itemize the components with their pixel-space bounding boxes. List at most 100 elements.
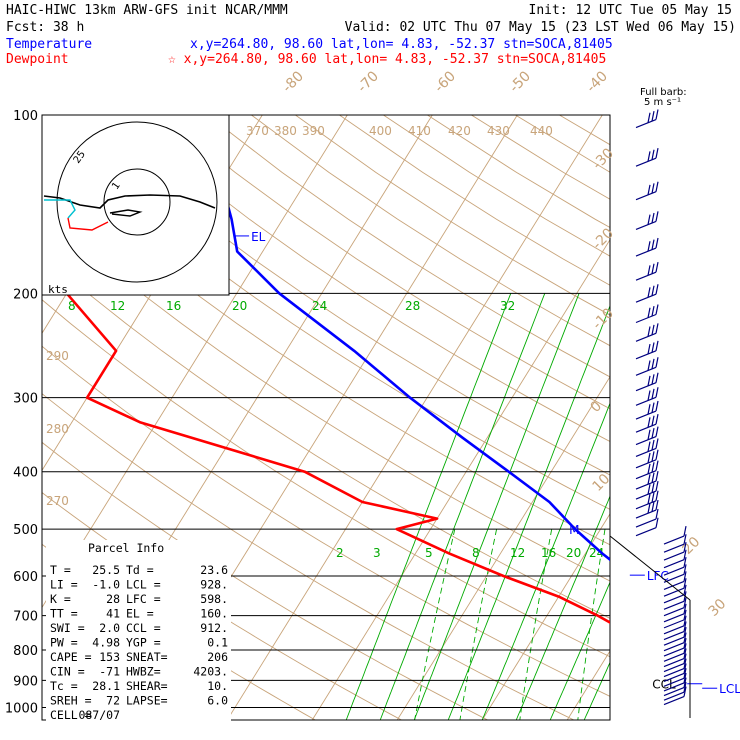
parcel-info-cell: T = (50, 563, 71, 577)
parcel-info-cell: Tc = (50, 679, 78, 693)
wind-barb (663, 648, 687, 668)
forecast-hour: Fcst: 38 h (6, 20, 84, 35)
mixing-ratio-label: 3 (373, 546, 381, 560)
dry-adiabat-line (42, 209, 610, 582)
moist-adiabat-line (345, 293, 512, 720)
mixing-ratio-label: 12 (110, 299, 125, 313)
parcel-info-cell: -71 (99, 665, 120, 679)
wind-barb (663, 615, 687, 635)
wind-barb (663, 663, 687, 683)
parcel-info-title: Parcel Info (88, 541, 164, 555)
parcel-info-cell: LCL = (126, 578, 161, 592)
wind-barb (635, 372, 659, 392)
parcel-info-cell: 2.0 (99, 621, 120, 635)
mixing-ratio-line (699, 529, 716, 720)
isotherm-label: -70 (355, 68, 382, 95)
wind-barb (663, 621, 687, 641)
parcel-info-cell: -1.0 (92, 578, 120, 592)
isotherm-line (652, 115, 740, 720)
parcel-info-cell: 41 (106, 607, 120, 621)
moist-adiabat-line (515, 495, 610, 720)
wind-barb (635, 323, 659, 342)
wind-barb (663, 658, 687, 678)
wind-barb (635, 517, 659, 537)
wind-barb (635, 109, 659, 129)
moist-adiabat-line (686, 293, 740, 720)
temperature-profile (193, 115, 610, 562)
parcel-info-cell: SWI = (50, 621, 85, 635)
hodograph-trace-red (67, 217, 109, 231)
wind-barb (663, 541, 687, 561)
pressure-label: 800 (13, 644, 38, 659)
wind-barb (635, 284, 659, 303)
annotation-el: EL (251, 230, 266, 244)
theta-label: 420 (448, 124, 471, 138)
model-title: HAIC-HIWC 13km ARW-GFS init NCAR/MMM (6, 3, 288, 18)
parcel-info-cell: TT = (50, 607, 78, 621)
parcel-info-cell: 10. (207, 679, 228, 693)
wind-barb (635, 481, 659, 500)
mixing-ratio-label: 16 (166, 299, 181, 313)
dry-adiabat-line (42, 166, 610, 546)
mixing-ratio-label: 28 (405, 299, 420, 313)
moist-adiabat-line (583, 661, 610, 720)
mixing-ratio-line (630, 529, 653, 720)
isotherm-label: 0 (588, 398, 606, 416)
parcel-info-cell: SNEAT= (126, 650, 168, 664)
mixing-ratio-label: 24 (589, 546, 604, 560)
parcel-info-cell: SREH = (50, 694, 92, 708)
parcel-info-cell: LAPSE= (126, 694, 168, 708)
isotherm-label: -10 (590, 305, 617, 332)
mixing-ratio-line (459, 529, 498, 720)
wind-barb (635, 508, 659, 528)
isotherm-label: -20 (590, 225, 617, 252)
parcel-info-cell: SHEAR= (126, 679, 168, 693)
legend-dewpoint: Dewpoint (6, 52, 69, 67)
pressure-label: 700 (13, 610, 38, 625)
wind-barb (663, 682, 687, 701)
mixing-ratio-label: 32 (500, 299, 515, 313)
background-grid (42, 115, 740, 720)
mixing-ratio-label: 24 (312, 299, 327, 313)
wind-barb (663, 549, 687, 569)
wind-barb (663, 525, 687, 545)
isotherm-line (42, 115, 348, 609)
pressure-label: 600 (13, 570, 38, 585)
wind-barb (663, 643, 687, 662)
theta-label: 390 (302, 124, 325, 138)
hodograph-ring-outer (56, 121, 218, 283)
moist-adiabat-line (481, 402, 610, 720)
parcel-info-cell: YGP = (126, 636, 161, 650)
moist-adiabat-line (413, 293, 580, 720)
pressure-label: 200 (13, 287, 38, 302)
parcel-info-cell: 0.1 (207, 636, 228, 650)
wind-barb (635, 426, 659, 446)
dry-adiabat-line (119, 115, 610, 442)
plot-frame (41, 114, 611, 721)
parcel-info-cell: 087/07 (78, 708, 120, 722)
dry-adiabat-line (515, 115, 610, 173)
theta-label: 370 (246, 124, 269, 138)
moist-adiabat-line (549, 581, 610, 720)
wind-barb (635, 414, 659, 433)
wind-barb (635, 470, 659, 490)
theta-label: 280 (46, 422, 69, 436)
hodograph-ring-label-1: 1 (110, 180, 123, 192)
valid-time: Valid: 02 UTC Thu 07 May 15 (23 LST Wed … (345, 20, 736, 35)
isotherm-line (396, 375, 610, 720)
hodograph-trace-low (109, 209, 143, 217)
wind-barbs (635, 109, 687, 706)
wind-barb (663, 668, 687, 687)
mixing-ratio-label: 5 (425, 546, 433, 560)
pressure-label: 500 (13, 523, 38, 538)
parcel-info-cell: 28.1 (92, 679, 120, 693)
parcel-info-cell: CAPE = (50, 650, 92, 664)
wind-barb (663, 534, 687, 553)
wind-barb (635, 438, 659, 458)
theta-label: 440 (530, 124, 553, 138)
mixing-ratio-line (414, 529, 456, 720)
dry-adiabat-line (207, 115, 610, 378)
parcel-info-cell: LFC = (126, 592, 161, 606)
dry-adiabat-line (295, 115, 610, 316)
init-time: Init: 12 UTC Tue 05 May 15 (529, 3, 733, 18)
